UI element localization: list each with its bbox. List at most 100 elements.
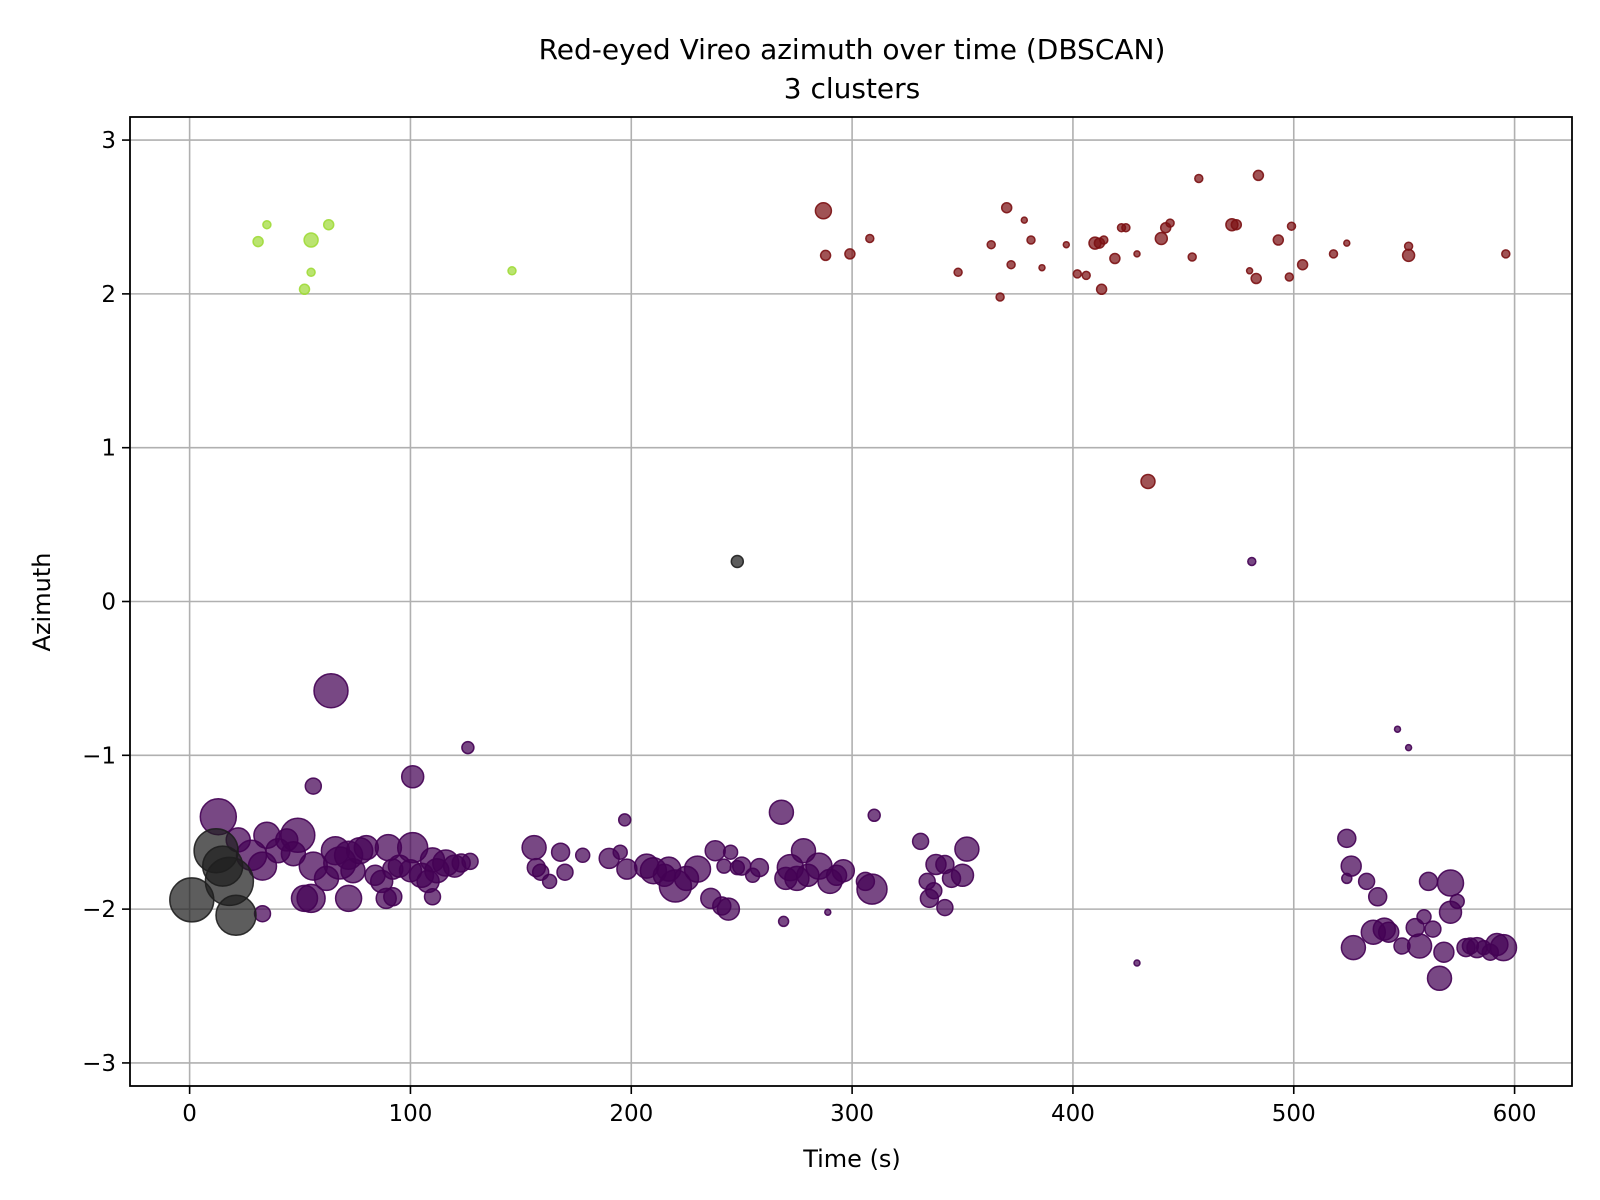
cluster-2-point — [1328, 249, 1339, 259]
cluster-2-point — [1006, 259, 1016, 270]
x-axis-label: Time (s) — [802, 1145, 901, 1173]
x-tick-label: 100 — [388, 1101, 432, 1127]
cluster-1-point — [303, 232, 319, 248]
y-tick-label: −2 — [82, 897, 116, 923]
cluster-2-point — [1026, 235, 1036, 245]
cluster-0-point — [1340, 855, 1362, 877]
cluster-1-point — [306, 267, 316, 278]
cluster-0-point — [925, 881, 943, 900]
y-tick-label: 2 — [101, 282, 116, 308]
cluster-0-point — [541, 873, 558, 890]
cluster-0-point — [550, 842, 571, 862]
cluster-0-point — [824, 908, 832, 916]
cluster-0-point — [856, 873, 888, 905]
cluster-2-point — [819, 249, 832, 262]
cluster-0-point — [612, 844, 628, 860]
cluster-2-point — [1020, 216, 1029, 224]
x-tick-label: 600 — [1493, 1101, 1537, 1127]
cluster-0-point — [1357, 872, 1376, 891]
cluster-0-point — [423, 888, 442, 906]
y-axis-ticks: −3 −2 −1 0 1 2 3 — [82, 128, 130, 1077]
cluster-2-point — [1062, 240, 1071, 249]
cluster-0-point — [253, 904, 272, 923]
cluster-2-point — [995, 292, 1005, 302]
cluster-0-point — [1433, 941, 1455, 963]
cluster-0-point — [1340, 934, 1367, 961]
cluster-0-point — [1424, 920, 1442, 938]
cluster-2-point — [1250, 272, 1262, 285]
cluster-2-series — [814, 169, 1511, 490]
cluster-0-point — [716, 858, 732, 874]
data-points — [169, 169, 1518, 992]
cluster-2-point — [953, 267, 963, 278]
cluster-2-point — [865, 233, 875, 244]
cluster-0-point — [716, 897, 741, 921]
y-tick-label: −3 — [82, 1051, 116, 1077]
cluster-2-point — [1133, 250, 1141, 258]
cluster-0-point — [954, 836, 980, 862]
y-tick-label: −1 — [82, 743, 116, 769]
cluster-0-point — [768, 799, 795, 825]
cluster-0-point — [617, 813, 632, 827]
cluster-2-point — [1140, 473, 1156, 490]
cluster-noise-point — [215, 894, 257, 937]
x-tick-label: 0 — [182, 1101, 197, 1127]
cluster-0-point — [1406, 933, 1433, 959]
cluster-2-point — [1165, 218, 1175, 228]
x-tick-label: 200 — [609, 1101, 653, 1127]
cluster-noise-point — [730, 554, 745, 569]
cluster-0-series — [199, 556, 1518, 992]
cluster-1-point — [252, 235, 264, 248]
cluster-2-point — [1000, 201, 1013, 214]
cluster-2-point — [844, 248, 856, 260]
cluster-0-point — [521, 834, 547, 861]
cluster-2-point — [1109, 252, 1121, 265]
cluster-0-point — [396, 831, 429, 864]
cluster-2-point — [1081, 270, 1091, 281]
cluster-1-point — [262, 219, 272, 230]
x-tick-label: 500 — [1272, 1101, 1316, 1127]
cluster-2-point — [986, 239, 996, 250]
cluster-0-point — [574, 847, 591, 864]
cluster-2-point — [1252, 169, 1265, 182]
cluster-2-point — [1194, 173, 1204, 184]
cluster-2-point — [1501, 249, 1511, 259]
cluster-2-point — [1284, 272, 1295, 282]
cluster-0-point — [1377, 921, 1400, 943]
cluster-0-point — [867, 808, 881, 823]
chart-title: Red-eyed Vireo azimuth over time (DBSCAN… — [539, 33, 1166, 66]
cluster-0-point — [683, 855, 712, 883]
cluster-2-point — [1403, 241, 1414, 251]
y-tick-label: 0 — [101, 590, 116, 616]
cluster-0-point — [304, 777, 323, 795]
cluster-2-point — [1072, 269, 1083, 279]
cluster-2-point — [1296, 258, 1309, 271]
cluster-0-point — [911, 832, 930, 851]
cluster-1-point — [507, 266, 517, 276]
chart-subtitle: 3 clusters — [784, 72, 921, 105]
cluster-0-point — [1418, 871, 1439, 892]
cluster-0-point — [556, 863, 574, 881]
cluster-0-point — [722, 844, 739, 860]
cluster-0-point — [1393, 725, 1402, 733]
cluster-0-point — [950, 863, 975, 888]
cluster-2-point — [1245, 267, 1254, 275]
cluster-1-point — [298, 283, 311, 296]
cluster-0-point — [616, 858, 638, 880]
cluster-2-point — [1230, 218, 1243, 231]
cluster-noise-series — [169, 554, 745, 937]
cluster-2-point — [1401, 248, 1416, 263]
y-tick-label: 3 — [101, 128, 116, 154]
cluster-0-point — [461, 852, 479, 871]
cluster-0-point — [1367, 887, 1388, 907]
cluster-2-point — [1272, 234, 1285, 246]
x-axis-ticks: 0 100 200 300 400 500 600 — [182, 1086, 1537, 1127]
cluster-0-point — [1416, 909, 1432, 925]
cluster-0-point — [313, 672, 349, 709]
cluster-0-point — [1426, 965, 1453, 992]
x-tick-label: 300 — [830, 1101, 874, 1127]
cluster-2-point — [1154, 231, 1169, 246]
cluster-2-point — [1121, 222, 1131, 233]
